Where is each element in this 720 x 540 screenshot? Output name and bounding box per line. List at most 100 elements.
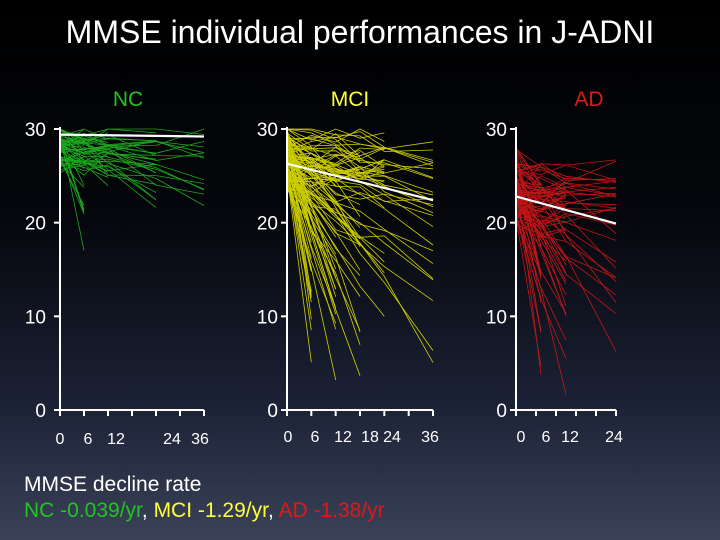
individual-trajectory xyxy=(515,169,567,274)
individual-trajectory xyxy=(515,219,567,233)
individual-trajectory xyxy=(515,202,617,225)
x-tick-label: 0 xyxy=(56,431,65,448)
individual-trajectory xyxy=(286,177,434,202)
x-tick-label: 24 xyxy=(163,431,181,448)
individual-trajectory xyxy=(286,157,361,331)
decline-rate-footer: MMSE decline rate NC -0.039/yr, MCI -1.2… xyxy=(24,472,385,524)
individual-trajectory xyxy=(515,215,542,274)
individual-trajectory xyxy=(286,159,434,264)
y-tick-label: 0 xyxy=(267,401,278,422)
individual-trajectory xyxy=(286,140,434,178)
individual-trajectory xyxy=(286,134,361,228)
x-tick-label: 6 xyxy=(84,431,93,448)
individual-trajectory xyxy=(286,171,337,380)
individual-trajectory xyxy=(59,161,157,201)
individual-lines-ad xyxy=(515,147,617,395)
individual-trajectory xyxy=(515,159,617,172)
y-tick-label: 0 xyxy=(35,401,46,422)
individual-trajectory xyxy=(286,172,361,245)
x-tick-label: 24 xyxy=(605,429,623,446)
individual-trajectory xyxy=(59,136,85,212)
x-tick-label: 12 xyxy=(107,431,125,448)
y-tick-label: 30 xyxy=(486,120,507,141)
individual-trajectory xyxy=(515,147,542,185)
x-tick-label: 36 xyxy=(191,431,209,448)
individual-trajectory xyxy=(286,155,312,243)
individual-trajectory xyxy=(286,128,385,148)
x-tick-label: 12 xyxy=(561,429,579,446)
y-tick-label: 20 xyxy=(257,214,278,235)
individual-trajectory xyxy=(286,173,312,363)
mean-trend-line-ad xyxy=(515,195,617,225)
individual-trajectory xyxy=(515,186,617,197)
x-tick-label: 6 xyxy=(311,429,320,446)
individual-trajectory xyxy=(286,157,385,183)
individual-trajectory xyxy=(286,148,434,351)
individual-trajectory xyxy=(515,164,542,194)
individual-trajectory xyxy=(286,170,312,331)
x-tick-label: 24 xyxy=(383,429,401,446)
individual-trajectory xyxy=(515,169,567,207)
x-tick-label: 0 xyxy=(517,429,526,446)
individual-trajectory xyxy=(286,189,337,289)
decline-rate-values: NC -0.039/yr, MCI -1.29/yr, AD -1.38/yr xyxy=(24,498,385,524)
individual-trajectory xyxy=(515,204,567,395)
individual-lines-mci xyxy=(286,128,434,380)
individual-trajectory xyxy=(515,218,542,367)
individual-trajectory xyxy=(59,138,157,156)
individual-trajectory xyxy=(515,170,617,235)
individual-trajectory xyxy=(286,172,361,297)
individual-trajectory xyxy=(515,185,542,273)
individual-trajectory xyxy=(59,128,205,147)
individual-trajectory xyxy=(59,159,157,172)
individual-trajectory xyxy=(59,128,157,201)
individual-trajectory xyxy=(515,191,542,194)
individual-trajectory xyxy=(286,132,361,157)
individual-trajectory xyxy=(286,152,312,178)
individual-trajectory xyxy=(59,128,109,177)
y-tick-label: 10 xyxy=(257,307,278,328)
panel-title-nc: NC xyxy=(113,88,143,111)
individual-trajectory xyxy=(59,155,205,181)
individual-trajectory xyxy=(515,198,617,219)
individual-trajectory xyxy=(515,197,567,203)
individual-trajectory xyxy=(286,133,361,247)
individual-trajectory xyxy=(286,143,361,346)
y-tick-label: 30 xyxy=(257,120,278,141)
individual-trajectory xyxy=(515,187,567,213)
mci-rate: MCI -1.29/yr xyxy=(153,499,268,522)
individual-trajectory xyxy=(286,185,312,204)
individual-trajectory xyxy=(286,132,434,363)
y-tick-label: 10 xyxy=(25,307,46,328)
individual-trajectory xyxy=(286,147,385,164)
individual-trajectory xyxy=(515,175,567,199)
individual-trajectory xyxy=(286,178,312,303)
decline-rate-heading: MMSE decline rate xyxy=(24,473,202,496)
y-tick-label: 10 xyxy=(486,307,507,328)
individual-trajectory xyxy=(286,171,336,215)
panel-title-ad: AD xyxy=(574,88,603,111)
individual-trajectory xyxy=(286,177,361,276)
individual-trajectory xyxy=(286,146,434,214)
x-tick-label: 0 xyxy=(284,429,293,446)
separator: , xyxy=(141,499,154,522)
y-tick-label: 0 xyxy=(496,401,507,422)
individual-trajectory xyxy=(515,164,617,181)
individual-trajectory xyxy=(515,160,617,189)
individual-trajectory xyxy=(515,190,542,332)
individual-trajectory xyxy=(286,183,434,281)
individual-trajectory xyxy=(287,128,434,152)
individual-trajectory xyxy=(59,140,157,174)
individual-trajectory xyxy=(286,156,337,255)
individual-trajectory xyxy=(515,165,542,172)
individual-lines-nc xyxy=(59,128,205,251)
ad-rate: AD -1.38/yr xyxy=(278,499,385,522)
x-tick-label: 36 xyxy=(421,429,439,446)
individual-trajectory xyxy=(59,134,85,251)
individual-trajectory xyxy=(59,138,205,159)
individual-trajectory xyxy=(59,137,109,146)
individual-trajectory xyxy=(59,155,85,214)
individual-trajectory xyxy=(59,153,157,170)
individual-trajectory xyxy=(515,216,567,341)
